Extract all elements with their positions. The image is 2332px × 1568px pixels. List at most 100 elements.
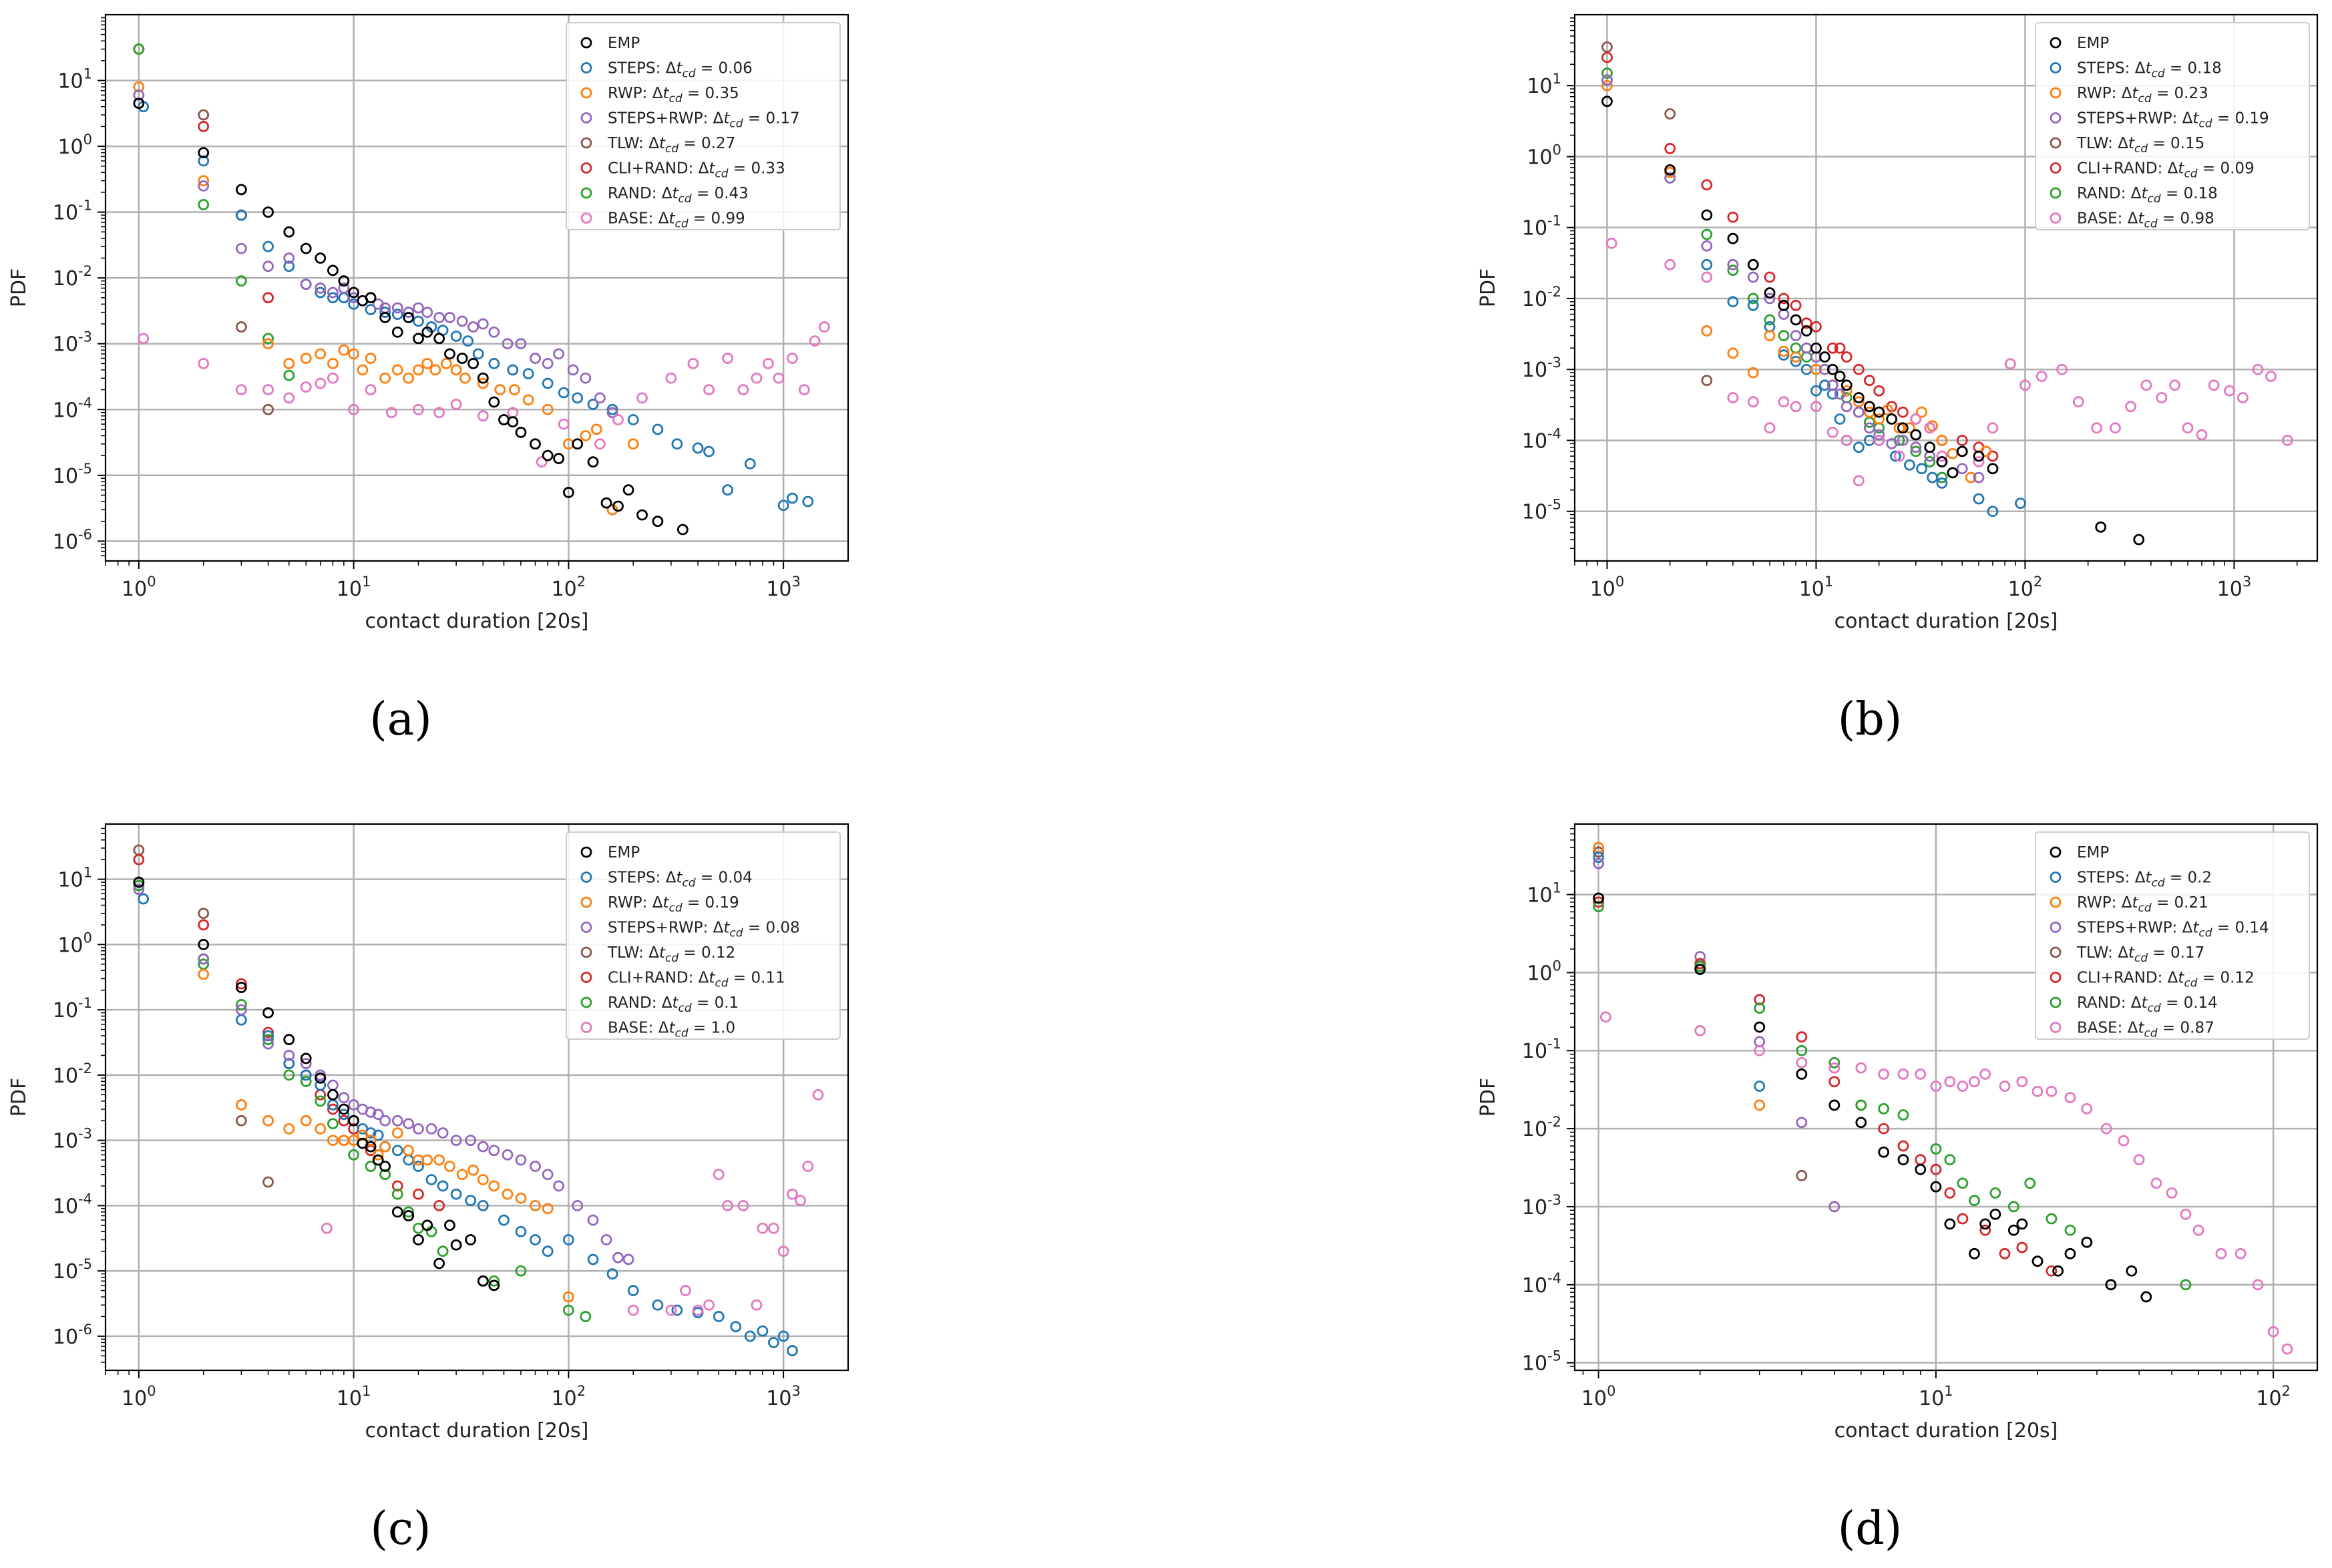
- legend-marker: [2050, 1022, 2062, 1033]
- legend-entry: RWP: Δtcd = 0.35: [608, 85, 739, 106]
- x-axis-label: contact duration [20s]: [365, 1419, 589, 1442]
- data-point: [2133, 1154, 2145, 1166]
- y-tick-label: 10-4: [53, 1191, 92, 1218]
- data-point: [2031, 1255, 2044, 1267]
- data-point: [594, 438, 606, 450]
- data-point: [1924, 422, 1936, 434]
- data-point: [315, 348, 327, 360]
- legend-marker: [580, 87, 592, 99]
- data-point: [777, 500, 789, 512]
- x-tick-label: 103: [766, 1383, 801, 1410]
- data-point: [433, 407, 445, 419]
- data-point: [235, 1115, 247, 1127]
- data-point: [488, 396, 500, 408]
- data-point: [1957, 1081, 1969, 1092]
- data-point: [477, 1275, 489, 1287]
- legend-marker: [2050, 187, 2062, 199]
- legend-marker: [580, 922, 592, 933]
- data-point: [542, 449, 554, 461]
- data-point: [676, 524, 689, 536]
- data-point: [787, 1188, 798, 1200]
- data-point: [283, 357, 295, 369]
- data-point: [441, 357, 452, 369]
- data-point: [1853, 363, 1865, 375]
- x-tick-label: 103: [766, 574, 801, 601]
- data-point: [1936, 450, 1948, 462]
- data-point: [421, 357, 433, 369]
- data-point: [1664, 164, 1676, 176]
- data-point: [1904, 459, 1915, 471]
- data-point: [1701, 179, 1713, 191]
- data-point: [1834, 413, 1846, 425]
- data-point: [1873, 406, 1885, 418]
- legend-marker: [2050, 972, 2062, 983]
- legend-marker: [580, 62, 592, 73]
- legend-marker: [2050, 137, 2062, 149]
- data-point: [2064, 1224, 2076, 1236]
- data-point: [757, 1222, 769, 1234]
- data-point: [1826, 363, 1838, 375]
- data-point: [1944, 1218, 1956, 1230]
- data-point: [580, 372, 592, 384]
- data-point: [2180, 1208, 2192, 1220]
- x-axis-label: contact duration [20s]: [365, 610, 589, 633]
- data-point: [391, 1188, 403, 1200]
- data-point: [1915, 1068, 1927, 1080]
- data-point: [365, 292, 377, 304]
- data-point: [456, 353, 468, 364]
- data-point: [722, 484, 733, 496]
- legend-marker: [2050, 922, 2062, 933]
- data-point: [1915, 1163, 1927, 1175]
- data-point: [1969, 1195, 1980, 1207]
- data-point: [1754, 1036, 1766, 1048]
- data-point: [768, 1222, 779, 1234]
- data-point: [348, 403, 360, 415]
- y-tick-label: 10-5: [53, 461, 92, 488]
- data-point: [1800, 317, 1812, 329]
- data-point: [315, 1123, 327, 1135]
- series-tlw: [1593, 846, 1808, 1181]
- legend-marker: [2050, 112, 2062, 124]
- data-point: [515, 427, 527, 438]
- data-point: [606, 407, 618, 419]
- data-point: [1989, 1208, 2001, 1220]
- data-point: [600, 1234, 612, 1245]
- data-point: [327, 1103, 339, 1115]
- series-cli-rand: [133, 853, 445, 1211]
- data-point: [198, 357, 210, 369]
- y-tick-label: 100: [1527, 142, 1561, 169]
- data-point: [477, 1141, 489, 1153]
- data-point: [1593, 846, 1605, 858]
- chart-panel-d: 100 101 102 10-5 10-4 10-3 10-2 10-1 100 101 conta…: [1477, 823, 2319, 1442]
- data-point: [365, 1161, 377, 1172]
- series-rand: [133, 43, 295, 381]
- data-point: [768, 1336, 779, 1348]
- data-point: [2192, 1224, 2204, 1236]
- data-point: [1727, 258, 1739, 270]
- legend-entry: RAND: Δtcd = 0.14: [2077, 994, 2218, 1015]
- legend-entry: CLI+RAND: Δtcd = 0.11: [608, 970, 785, 990]
- x-tick-label: 103: [2217, 574, 2252, 601]
- data-point: [1936, 435, 1948, 446]
- data-point: [321, 1222, 333, 1234]
- data-point: [300, 353, 312, 364]
- data-point: [1790, 330, 1802, 341]
- data-point: [2215, 1247, 2227, 1259]
- legend-entry: RWP: Δtcd = 0.19: [608, 894, 739, 915]
- data-point: [612, 414, 624, 425]
- data-point: [1796, 1117, 1808, 1129]
- data-point: [488, 1275, 500, 1287]
- data-point: [198, 908, 210, 920]
- data-point: [627, 1304, 639, 1316]
- data-point: [477, 1199, 489, 1211]
- data-point: [1897, 1109, 1909, 1121]
- data-point: [1965, 471, 1977, 483]
- data-point: [594, 392, 606, 404]
- data-point: [300, 278, 312, 290]
- data-point: [413, 315, 424, 327]
- data-point: [450, 331, 462, 342]
- data-point: [1927, 471, 1938, 483]
- data-point: [300, 1052, 312, 1064]
- data-point: [433, 1154, 445, 1166]
- data-point: [2150, 1177, 2162, 1189]
